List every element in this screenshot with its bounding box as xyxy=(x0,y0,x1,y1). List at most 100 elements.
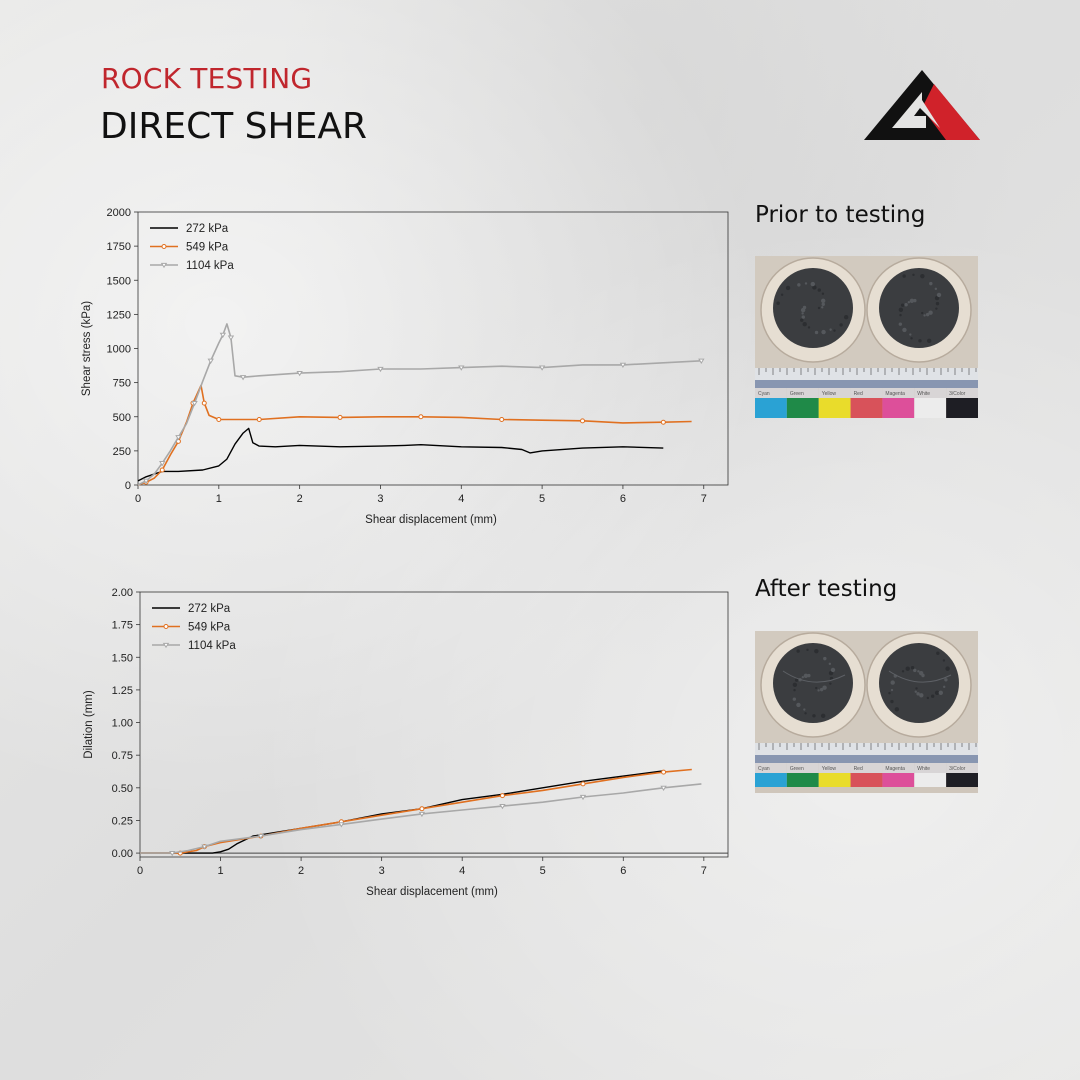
rock-texture xyxy=(929,281,933,286)
ruler xyxy=(755,368,978,380)
sample-photo-before: Cyan Green Yellow Red Magenta White 3/Color xyxy=(755,256,978,418)
shear-surface xyxy=(782,670,846,683)
dilation-plot: 0 1 2 3 4 5 6 7 0.00 0.25 0.50 0.75 1.00 1.25 1.50 1.75… xyxy=(83,587,729,898)
rock-texture xyxy=(902,274,906,278)
photo-after: Cyan Green Yellow Red Magenta White 3/Color xyxy=(755,631,978,793)
y-tick-label: 250 xyxy=(113,446,131,458)
rock-texture xyxy=(914,690,917,693)
rock-texture xyxy=(921,311,924,315)
rock-texture xyxy=(935,307,938,310)
rock-texture xyxy=(934,690,940,696)
color-patch-label: Yellow xyxy=(822,391,837,397)
rock-texture xyxy=(807,673,811,678)
rock-texture xyxy=(934,295,940,301)
rock-texture xyxy=(804,282,808,285)
rock-texture xyxy=(792,697,797,701)
x-axis-label: Shear displacement (mm) xyxy=(365,514,497,526)
series-marker xyxy=(580,781,586,787)
rock-texture xyxy=(780,293,784,296)
photo-heading-after: After testing xyxy=(755,576,898,602)
series-marker xyxy=(660,785,667,791)
rock-texture xyxy=(898,322,903,326)
y-tick-label: 0.25 xyxy=(112,815,133,827)
rock-texture xyxy=(899,313,902,317)
rock-texture xyxy=(894,707,900,712)
legend-marker xyxy=(160,262,168,269)
rock-texture xyxy=(820,298,826,303)
logo-g-cutout xyxy=(892,92,940,128)
rock-texture xyxy=(821,329,826,335)
rock-texture xyxy=(803,673,809,679)
x-tick-label: 6 xyxy=(620,865,626,877)
rock-texture xyxy=(915,687,918,690)
logo-red-triangle xyxy=(922,84,980,140)
rock-texture xyxy=(817,306,821,310)
series-marker xyxy=(377,366,384,373)
rock-texture xyxy=(936,651,940,655)
rock-texture xyxy=(817,689,820,692)
rock-texture xyxy=(804,712,807,715)
color-patch-label: Cyan xyxy=(758,391,770,397)
rock-texture xyxy=(817,288,822,292)
series-line xyxy=(137,323,702,486)
legend-marker xyxy=(162,642,170,649)
shear-stress-plot: 0 1 2 3 4 5 6 7 0 250 500 750 1000 1250 1500 1750 2000 Sh… xyxy=(81,207,729,526)
dilation-chart: 0 1 2 3 4 5 6 7 0.00 0.25 0.50 0.75 1.00 1.25 1.50 1.75… xyxy=(83,587,729,898)
rock-texture xyxy=(796,702,801,708)
color-patch xyxy=(786,398,819,418)
y-tick-label: 1.25 xyxy=(112,685,133,697)
color-patch-label: Yellow xyxy=(822,766,837,772)
series-marker xyxy=(499,793,505,799)
series-marker xyxy=(175,435,182,441)
color-patch xyxy=(882,398,915,418)
color-patch-top xyxy=(914,388,947,398)
rock-texture xyxy=(801,312,804,315)
rock-texture xyxy=(822,685,827,690)
photo-before: Cyan Green Yellow Red Magenta White 3/Color xyxy=(755,256,978,418)
x-tick-label: 2 xyxy=(297,493,303,505)
rock-texture xyxy=(803,708,806,711)
series-marker xyxy=(257,834,265,840)
series-marker xyxy=(698,358,705,364)
rock-texture xyxy=(920,273,925,279)
series-marker xyxy=(458,365,465,371)
series-marker xyxy=(579,794,587,801)
series-marker xyxy=(338,822,345,828)
rock-texture xyxy=(923,314,926,317)
series-marker xyxy=(418,414,424,420)
rock-texture xyxy=(935,301,940,306)
shear-stress-chart: 0 1 2 3 4 5 6 7 0 250 500 750 1000 1250 1500 1750 2000 Sh… xyxy=(81,207,729,526)
rock-texture xyxy=(839,323,843,327)
y-tick-label: 2000 xyxy=(107,207,131,219)
rock-texture xyxy=(890,688,894,692)
rock-texture xyxy=(823,656,827,661)
y-tick-label: 0.50 xyxy=(112,783,133,795)
series-marker xyxy=(201,400,207,406)
y-tick-label: 0 xyxy=(125,480,131,492)
y-tick-label: 1.00 xyxy=(112,718,133,730)
sample-photo-after: Cyan Green Yellow Red Magenta White 3/Color xyxy=(755,631,978,787)
shear-surface xyxy=(888,670,952,683)
series-line xyxy=(140,783,702,854)
series-marker xyxy=(619,362,627,369)
color-patch-top xyxy=(882,388,915,398)
rock-texture xyxy=(815,686,818,690)
color-patch xyxy=(914,773,947,787)
y-tick-label: 0.00 xyxy=(112,848,133,860)
rock-texture xyxy=(843,314,849,320)
rock-texture xyxy=(909,333,912,336)
rock-texture xyxy=(943,685,946,689)
rock-texture xyxy=(898,307,904,312)
series-marker xyxy=(580,418,586,424)
color-patch-top xyxy=(786,388,819,398)
rock-sample xyxy=(773,268,853,348)
rock-texture xyxy=(776,301,780,305)
color-patch xyxy=(946,398,978,418)
rock-texture xyxy=(794,678,799,682)
plot-frame xyxy=(139,591,729,858)
series-marker xyxy=(337,414,343,420)
rock-texture xyxy=(930,694,935,698)
rock-texture xyxy=(909,298,915,304)
rock-texture xyxy=(918,339,922,343)
color-patch-label: Red xyxy=(854,766,863,772)
